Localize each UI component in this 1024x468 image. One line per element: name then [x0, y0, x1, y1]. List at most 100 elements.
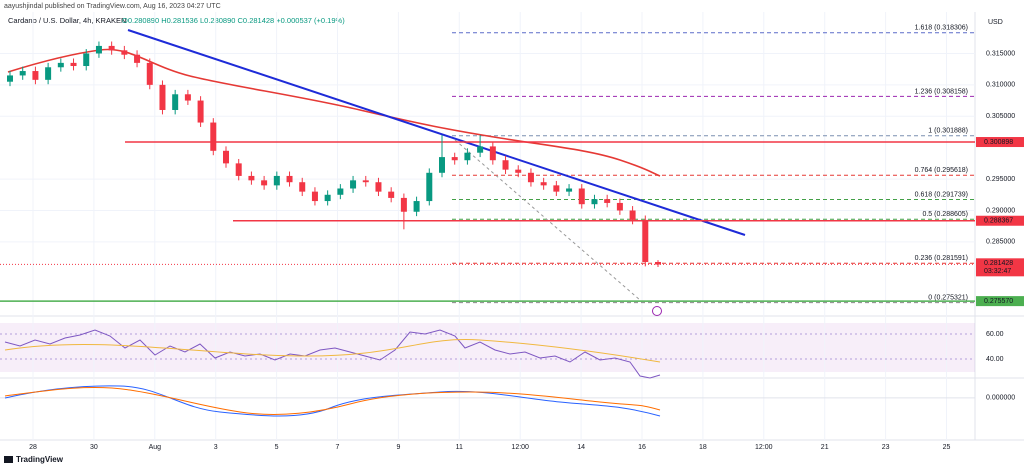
price-tag [976, 137, 1024, 148]
signal-line [4, 387, 661, 415]
candle-body [337, 188, 344, 195]
candle-body [655, 261, 661, 265]
candle-body [324, 194, 331, 202]
y-tick-label: 0.290000 [986, 207, 1015, 214]
candle-body [540, 182, 547, 186]
candle-body [464, 152, 471, 161]
price-tag-label: 0.300898 [984, 139, 1013, 146]
candle-body [439, 157, 445, 173]
fib-label: 1 (0.301888) [928, 128, 968, 135]
candle-body [32, 71, 39, 80]
y-tick-label: 0.315000 [986, 50, 1015, 57]
last-price-tag [976, 258, 1024, 277]
candle-body [248, 175, 255, 181]
price-tag-label: 0.288367 [984, 218, 1013, 225]
candle-body [311, 191, 318, 202]
fib-label: 0 (0.275321) [928, 295, 968, 302]
fib-label: 1.236 (0.308158) [915, 88, 968, 95]
candle-body [502, 160, 509, 170]
candle-body [172, 94, 179, 110]
candle-body [375, 182, 382, 192]
candle-body [134, 54, 141, 63]
x-tick-label: 9 [396, 444, 400, 451]
rsi-tick-label: 60.00 [986, 331, 1004, 338]
candle-body [45, 67, 52, 80]
fib-label: 0.5 (0.288605) [922, 211, 968, 218]
countdown-label: 03:32:47 [984, 268, 1011, 275]
candle-body [7, 75, 13, 82]
candle-body [184, 94, 191, 101]
trendline [127, 29, 746, 236]
candle-body [489, 146, 496, 161]
candle-body [616, 202, 623, 211]
x-tick-label: 12:00 [755, 444, 773, 451]
candle-body [121, 50, 128, 55]
x-tick-label: 21 [821, 444, 829, 451]
candle-body [400, 197, 407, 212]
price-tag [976, 296, 1024, 307]
candle-body [261, 180, 268, 186]
y-tick-label: 0.285000 [986, 239, 1015, 246]
y-tick-label: 0.295000 [986, 176, 1015, 183]
rsi-tick-label: 40.00 [986, 356, 1004, 363]
candle-body [19, 71, 26, 76]
candle-body [451, 157, 458, 161]
candle-body [299, 182, 306, 192]
y-tick-label: 0.305000 [986, 113, 1015, 120]
footer-text: TradingView [16, 455, 64, 464]
candle-body [108, 45, 115, 51]
candle-body [477, 146, 484, 153]
candle-body [350, 180, 357, 189]
candle-body [159, 84, 166, 110]
candle-body [642, 219, 649, 262]
fib-label: 0.618 (0.291739) [915, 191, 968, 198]
fib-label: 1.618 (0.318306) [915, 25, 968, 32]
fib-label: 0.236 (0.281591) [915, 255, 968, 262]
y-tick-label: 0.310000 [986, 82, 1015, 89]
footer-logo: TradingView [16, 455, 64, 464]
candle-body [273, 175, 280, 186]
candle-body [83, 53, 90, 67]
candle-body [413, 201, 420, 212]
candle-body [553, 185, 560, 192]
x-tick-label: Aug [149, 444, 162, 451]
macd-tick-label: 0.000000 [986, 395, 1015, 402]
ohlc-line: O0.280890 H0.281536 L0.280890 C0.281428 … [122, 16, 345, 25]
rsi-band [0, 323, 975, 372]
candle-body [578, 188, 585, 205]
x-tick-label: 18 [699, 444, 707, 451]
x-tick-label: 30 [90, 444, 98, 451]
candle-body [210, 122, 217, 151]
currency: USD [988, 19, 1003, 26]
x-tick-label: 7 [336, 444, 340, 451]
event-icon[interactable] [652, 306, 662, 316]
author-line: aayushjindal published on TradingView.co… [4, 3, 221, 10]
candle-body [197, 100, 204, 123]
macd-line [4, 385, 661, 417]
candle-body [566, 188, 573, 192]
candle-body [286, 175, 293, 183]
last-price-label: 0.281428 [984, 260, 1013, 267]
x-tick-label: 28 [29, 444, 37, 451]
logo-mark [4, 456, 13, 463]
x-tick-label: 23 [882, 444, 890, 451]
x-tick-label: 16 [638, 444, 646, 451]
candle-body [515, 169, 522, 173]
fib-label: 0.764 (0.295618) [915, 167, 968, 174]
candle-body [426, 172, 433, 202]
candle-body [629, 210, 636, 220]
candle-body [388, 191, 395, 198]
candle-body [591, 199, 598, 205]
price-tag [976, 215, 1024, 226]
rsi-ma [4, 339, 661, 363]
rsi-line [4, 329, 661, 379]
candle-body [527, 172, 534, 183]
candle-body [146, 62, 153, 85]
candle-body [362, 180, 369, 183]
x-tick-label: 14 [577, 444, 585, 451]
x-tick-label: 12:00 [511, 444, 529, 451]
candle-body [57, 62, 64, 68]
candle-body [95, 45, 102, 54]
